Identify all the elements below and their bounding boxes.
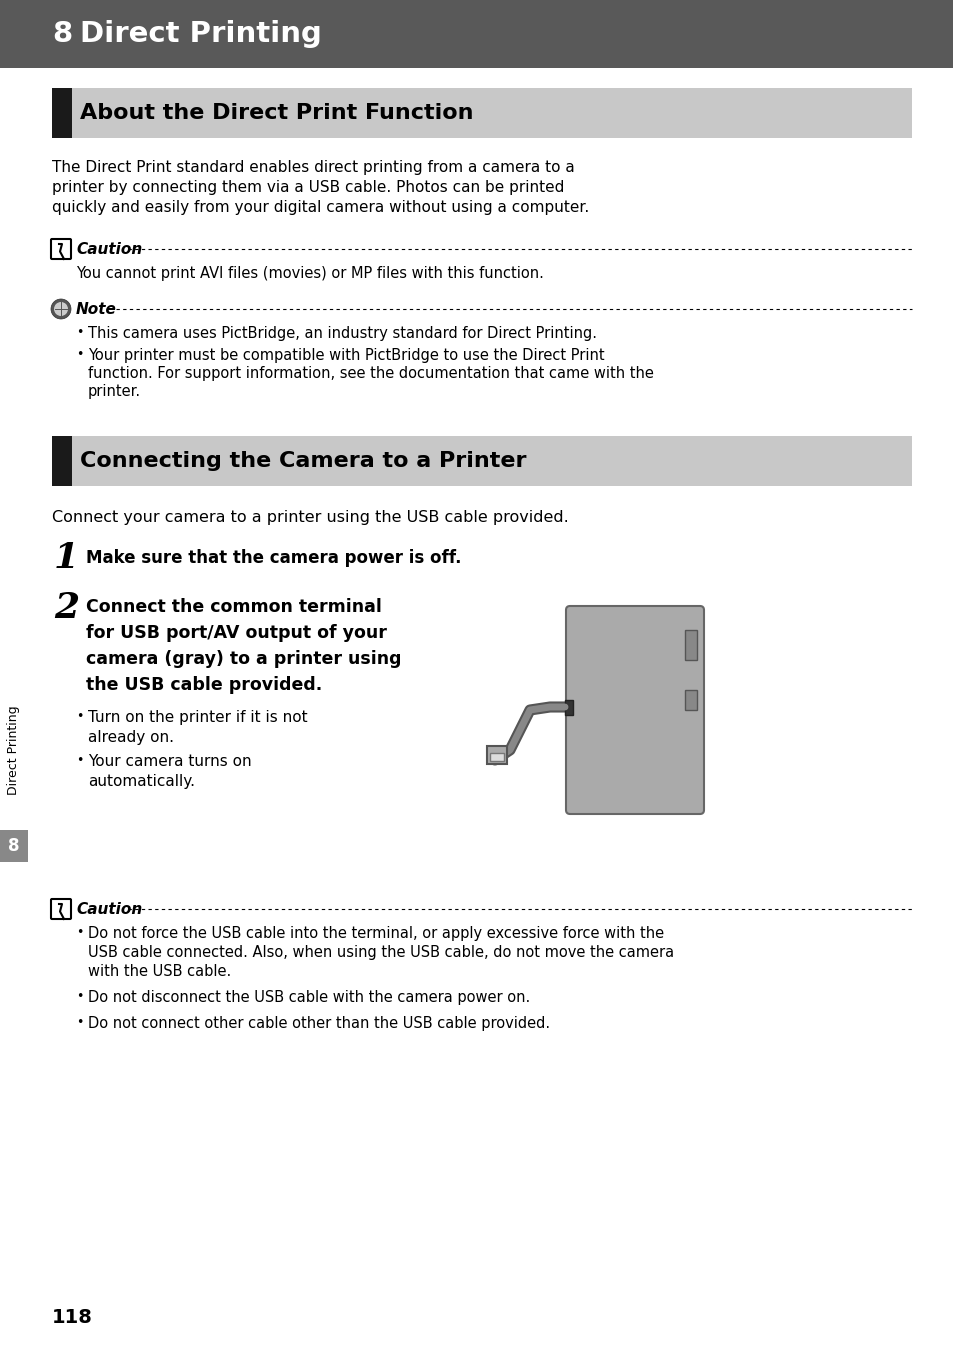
Bar — [52, 436, 71, 486]
Bar — [684, 629, 697, 660]
Text: Turn on the printer if it is not: Turn on the printer if it is not — [88, 710, 307, 725]
Bar — [490, 600, 709, 820]
Text: Connecting the Camera to a Printer: Connecting the Camera to a Printer — [80, 451, 526, 471]
Bar — [0, 0, 953, 69]
Text: Caution: Caution — [76, 901, 142, 916]
Text: You cannot print AVI files (movies) or MP files with this function.: You cannot print AVI files (movies) or M… — [76, 266, 543, 281]
Text: Your printer must be compatible with PictBridge to use the Direct Print: Your printer must be compatible with Pic… — [88, 348, 604, 363]
Bar — [564, 699, 573, 716]
FancyBboxPatch shape — [51, 239, 71, 260]
Text: Do not force the USB cable into the terminal, or apply excessive force with the: Do not force the USB cable into the term… — [88, 925, 663, 941]
Text: already on.: already on. — [88, 730, 173, 745]
Text: •: • — [76, 348, 83, 360]
FancyBboxPatch shape — [51, 898, 71, 919]
Text: automatically.: automatically. — [88, 773, 194, 790]
Text: 8: 8 — [9, 837, 20, 855]
Text: Do not disconnect the USB cable with the camera power on.: Do not disconnect the USB cable with the… — [88, 990, 530, 1005]
Bar — [486, 746, 506, 764]
Text: Note: Note — [76, 301, 117, 316]
Text: 8: 8 — [52, 20, 72, 48]
Text: Do not connect other cable other than the USB cable provided.: Do not connect other cable other than th… — [88, 1015, 550, 1032]
Bar — [52, 87, 911, 139]
Text: •: • — [76, 710, 83, 724]
Text: printer.: printer. — [88, 385, 141, 399]
Text: About the Direct Print Function: About the Direct Print Function — [80, 104, 473, 122]
Circle shape — [51, 299, 71, 319]
Text: Your camera turns on: Your camera turns on — [88, 755, 252, 769]
Text: Make sure that the camera power is off.: Make sure that the camera power is off. — [86, 549, 461, 568]
Bar — [0, 830, 28, 862]
Text: Connect the common terminal: Connect the common terminal — [86, 599, 381, 616]
Bar — [52, 87, 71, 139]
FancyBboxPatch shape — [565, 607, 703, 814]
Text: •: • — [76, 925, 83, 939]
Bar — [52, 436, 911, 486]
Text: quickly and easily from your digital camera without using a computer.: quickly and easily from your digital cam… — [52, 200, 589, 215]
Text: The Direct Print standard enables direct printing from a camera to a: The Direct Print standard enables direct… — [52, 160, 574, 175]
Text: camera (gray) to a printer using: camera (gray) to a printer using — [86, 650, 401, 668]
Text: Connect your camera to a printer using the USB cable provided.: Connect your camera to a printer using t… — [52, 510, 568, 525]
Text: This camera uses PictBridge, an industry standard for Direct Printing.: This camera uses PictBridge, an industry… — [88, 325, 597, 342]
Text: printer by connecting them via a USB cable. Photos can be printed: printer by connecting them via a USB cab… — [52, 180, 564, 195]
Bar — [684, 690, 697, 710]
Text: Direct Printing: Direct Printing — [80, 20, 321, 48]
Text: 2: 2 — [54, 590, 79, 625]
Text: 1: 1 — [54, 541, 79, 576]
Text: •: • — [76, 990, 83, 1003]
Text: •: • — [76, 1015, 83, 1029]
Text: the USB cable provided.: the USB cable provided. — [86, 677, 322, 694]
Circle shape — [54, 303, 68, 316]
Text: 118: 118 — [52, 1307, 92, 1328]
Text: •: • — [76, 755, 83, 767]
Text: Caution: Caution — [76, 242, 142, 257]
Text: Direct Printing: Direct Printing — [8, 705, 20, 795]
Bar — [0, 670, 28, 830]
Text: •: • — [76, 325, 83, 339]
Text: for USB port/AV output of your: for USB port/AV output of your — [86, 624, 387, 642]
Text: USB cable connected. Also, when using the USB cable, do not move the camera: USB cable connected. Also, when using th… — [88, 946, 674, 960]
Text: with the USB cable.: with the USB cable. — [88, 964, 231, 979]
Text: function. For support information, see the documentation that came with the: function. For support information, see t… — [88, 366, 653, 381]
Bar — [490, 753, 503, 761]
